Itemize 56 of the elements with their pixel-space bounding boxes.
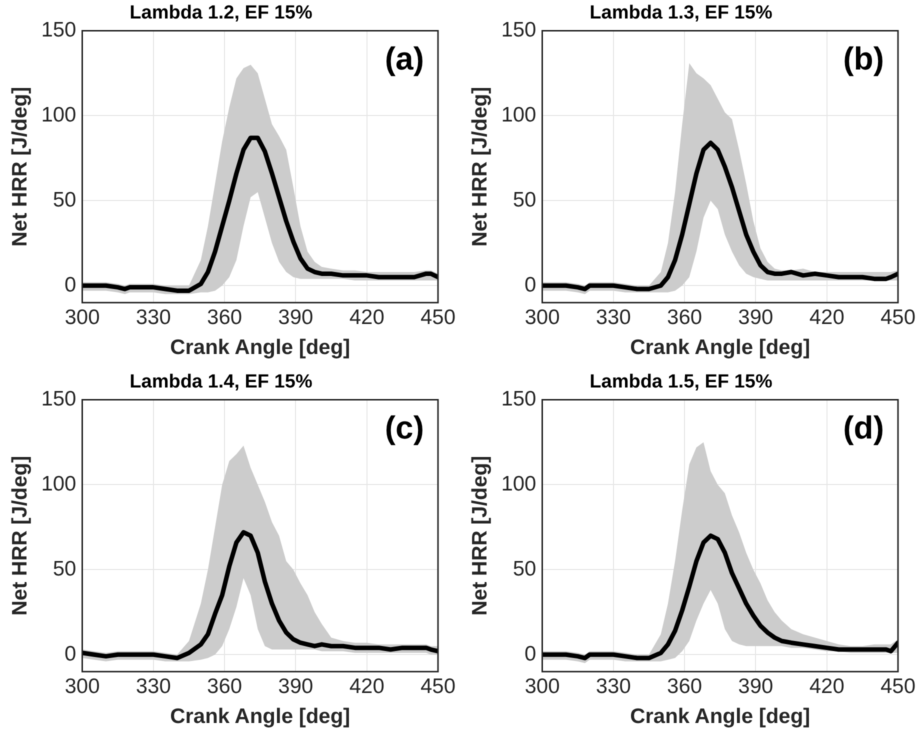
y-axis-title: Net HRR [J/deg] [468,456,492,616]
x-axis-title: Crank Angle [deg] [170,705,350,728]
x-axis-title: Crank Angle [deg] [170,336,350,360]
x-tick-label: 420 [349,306,384,329]
x-tick-label: 450 [880,674,916,698]
y-tick-label: 100 [41,104,76,127]
x-axis-title: Crank Angle [deg] [630,705,810,728]
y-tick-label: 100 [501,104,536,127]
y-axis-title: Net HRR [J/deg] [8,456,32,616]
x-tick-label: 420 [349,674,384,698]
x-tick-label: 450 [880,306,916,329]
x-tick-label: 300 [524,306,560,329]
x-tick-label: 330 [596,306,631,329]
x-tick-label: 390 [738,674,774,698]
y-tick-label: 100 [501,472,536,496]
x-tick-label: 390 [738,306,774,329]
x-tick-label: 390 [278,306,314,329]
x-tick-label: 450 [420,674,456,698]
x-tick-label: 390 [278,674,314,698]
y-tick-label: 50 [512,188,536,212]
x-tick-label: 330 [136,674,171,698]
chart-title: Lambda 1.3, EF 15% [590,2,772,24]
chart-title: Lambda 1.5, EF 15% [590,372,772,393]
y-tick-label: 0 [64,273,76,296]
y-tick-label: 50 [512,557,536,580]
annotation: (a) [384,40,424,77]
y-tick-label: 150 [501,18,536,42]
chart-title: Lambda 1.4, EF 15% [130,372,312,393]
y-tick-label: 150 [41,388,76,411]
x-tick-label: 300 [64,674,100,698]
annotation: (d) [843,410,884,446]
x-axis-title: Crank Angle [deg] [630,336,810,360]
y-tick-label: 0 [64,642,76,666]
x-tick-label: 360 [207,306,242,329]
y-tick-label: 0 [524,273,536,296]
x-tick-label: 420 [809,306,844,329]
y-axis-title: Net HRR [J/deg] [8,86,32,247]
y-tick-label: 100 [41,472,76,496]
chart-title: Lambda 1.2, EF 15% [130,2,312,24]
annotation: (c) [384,410,424,446]
y-tick-label: 0 [524,642,536,666]
x-tick-label: 300 [64,306,100,329]
x-tick-label: 360 [667,674,702,698]
y-tick-label: 50 [52,188,76,212]
y-axis-title: Net HRR [J/deg] [468,86,492,247]
x-tick-label: 360 [207,674,242,698]
x-tick-label: 450 [420,306,456,329]
x-tick-label: 360 [667,306,702,329]
x-tick-label: 330 [596,674,631,698]
y-tick-label: 150 [501,388,536,411]
y-tick-label: 50 [52,557,76,580]
x-tick-label: 300 [524,674,560,698]
x-tick-label: 330 [136,306,171,329]
x-tick-label: 420 [809,674,844,698]
y-tick-label: 150 [41,18,76,42]
annotation: (b) [843,40,884,77]
